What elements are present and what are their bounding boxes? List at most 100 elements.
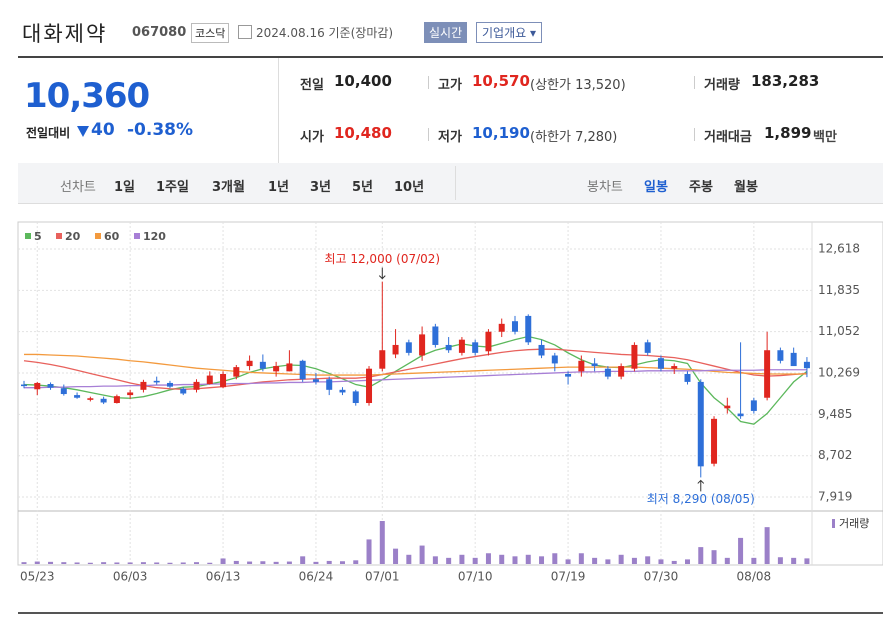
candle-body — [445, 344, 452, 351]
candle-body — [339, 389, 346, 393]
x-tick-label: 06/03 — [113, 570, 148, 584]
candle-body — [697, 381, 704, 467]
company-code: 067080 — [132, 25, 187, 40]
candle-body — [273, 366, 280, 372]
volume-bar — [339, 561, 345, 564]
period-tab[interactable]: 10년 — [394, 180, 425, 195]
x-tick-label: 06/24 — [299, 570, 334, 584]
stat-label: 시가 — [300, 130, 324, 145]
y-tick-label: 10,269 — [818, 365, 860, 379]
stat-value: 1,899 — [764, 124, 812, 142]
x-tick-label: 05/23 — [20, 570, 55, 584]
volume-bar — [631, 557, 637, 564]
period-tab[interactable]: 5년 — [352, 180, 374, 195]
separator — [694, 128, 695, 141]
stat-note: (하한가 7,280) — [530, 130, 618, 145]
volume-bar — [207, 562, 213, 564]
candle-body — [724, 405, 731, 409]
legend-swatch — [832, 519, 835, 528]
candle-body — [366, 368, 373, 404]
candle-tab[interactable]: 일봉 — [644, 180, 668, 195]
stat-note: (상한가 13,520) — [530, 78, 626, 93]
candle-body — [604, 368, 611, 377]
volume-bar — [379, 521, 385, 564]
volume-bar — [472, 557, 478, 564]
y-tick-label: 7,919 — [818, 490, 852, 504]
candle-tab[interactable]: 월봉 — [734, 180, 758, 195]
separator — [428, 76, 429, 89]
volume-bar — [738, 537, 744, 564]
volume-bar — [592, 557, 598, 564]
legend-label: 60 — [104, 230, 120, 243]
legend-label: 거래량 — [839, 517, 869, 530]
stat-note: 백만 — [813, 130, 837, 145]
candle-body — [113, 396, 120, 404]
volume-bar — [34, 561, 40, 564]
stat-value: 10,400 — [334, 72, 392, 90]
y-tick-label: 11,052 — [818, 324, 860, 338]
candle-body — [644, 342, 651, 353]
stat-value: 10,480 — [334, 124, 392, 142]
candle-body — [21, 384, 27, 387]
change-value: 40 — [91, 120, 115, 140]
candle-body — [259, 361, 266, 369]
stat-value: 10,570 — [472, 72, 530, 90]
candle-tab[interactable]: 주봉 — [689, 180, 713, 195]
volume-bar — [485, 553, 491, 564]
candle-body — [193, 381, 200, 390]
candle-body — [565, 373, 572, 377]
volume-bar — [552, 553, 558, 564]
candle-body — [220, 373, 227, 388]
candle-body — [750, 400, 757, 411]
candle-body — [87, 398, 94, 400]
high-annotation: 최고 12,000 (07/02) — [324, 252, 440, 266]
stat-label: 전일 — [300, 78, 324, 93]
volume-bar — [21, 562, 27, 564]
volume-bar — [419, 545, 425, 564]
candle-body — [206, 375, 213, 385]
volume-bar — [645, 556, 651, 564]
current-price: 10,360 — [24, 76, 150, 116]
moving-average — [23, 335, 808, 425]
moving-average — [24, 369, 807, 389]
volume-bar — [114, 562, 120, 564]
volume-bar — [565, 559, 571, 564]
volume-bar — [432, 556, 438, 564]
tab-label: 봉차트 — [587, 180, 623, 195]
period-tab[interactable]: 3개월 — [212, 180, 245, 195]
volume-bar — [605, 559, 611, 564]
y-tick-label: 9,485 — [818, 407, 852, 421]
period-tab[interactable]: 1년 — [268, 180, 290, 195]
candle-body — [127, 392, 134, 396]
volume-bar — [273, 561, 279, 564]
x-tick-label: 07/30 — [644, 570, 679, 584]
candle-body — [140, 381, 147, 390]
volume-bar — [804, 558, 810, 564]
period-tab[interactable]: 1일 — [114, 180, 136, 195]
realtime-button[interactable]: 실시간 — [424, 22, 468, 43]
candle-body — [684, 373, 691, 382]
volume-bar — [512, 556, 518, 564]
volume-bar — [685, 559, 690, 564]
y-tick-label: 11,835 — [818, 283, 860, 297]
y-tick-label: 12,618 — [818, 241, 860, 255]
low-arrow — [697, 479, 705, 492]
volume-bar — [764, 527, 770, 564]
stat-label: 거래량 — [704, 78, 740, 93]
candle-body — [153, 380, 160, 383]
candle-body — [538, 344, 545, 356]
volume-bar — [525, 554, 531, 564]
x-tick-label: 07/19 — [551, 570, 586, 584]
volume-bar — [353, 560, 359, 564]
candle-body — [737, 413, 744, 417]
candle-body — [472, 342, 479, 353]
period-tab[interactable]: 3년 — [310, 180, 332, 195]
company-name: 대화제약 — [22, 22, 108, 46]
candle-body — [47, 384, 54, 388]
period-tab[interactable]: 1주일 — [156, 180, 189, 195]
volume-bar — [711, 550, 717, 564]
overview-button[interactable]: 기업개요 ▾ — [476, 22, 543, 43]
candle-body — [498, 323, 505, 332]
candle-body — [591, 363, 598, 367]
stat-label: 고가 — [438, 78, 462, 93]
